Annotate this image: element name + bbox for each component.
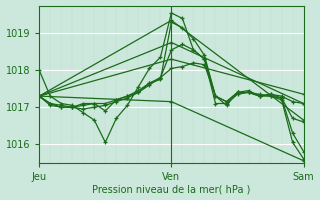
X-axis label: Pression niveau de la mer( hPa ): Pression niveau de la mer( hPa ) [92,184,251,194]
